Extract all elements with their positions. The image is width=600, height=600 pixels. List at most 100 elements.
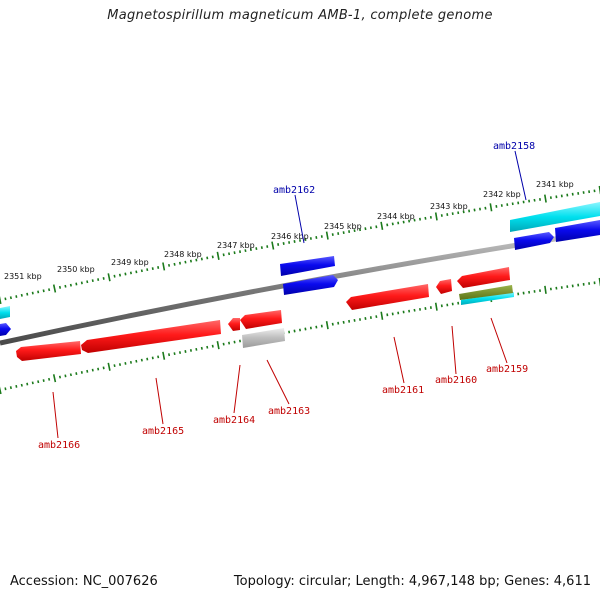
forward-minor-tick xyxy=(4,297,7,301)
forward-minor-tick xyxy=(80,281,83,285)
forward-major-tick xyxy=(489,203,493,212)
reverse-minor-tick xyxy=(304,327,307,331)
gene-amb2161[interactable] xyxy=(346,284,429,310)
forward-minor-tick xyxy=(140,269,143,273)
reverse-major-tick xyxy=(380,311,384,320)
label-leaders xyxy=(52,150,527,439)
label-amb2166[interactable]: amb2166 xyxy=(38,440,80,451)
forward-minor-tick xyxy=(97,278,100,281)
forward-minor-tick xyxy=(129,271,132,275)
reverse-minor-tick xyxy=(129,360,132,364)
forward-minor-tick xyxy=(200,257,203,261)
forward-minor-tick xyxy=(113,274,116,278)
reverse-major-tick xyxy=(216,341,220,350)
gene-amb2158-blue-b[interactable] xyxy=(555,220,600,242)
forward-minor-tick xyxy=(413,218,416,222)
reverse-minor-tick xyxy=(48,377,51,381)
gene-amb2159[interactable] xyxy=(457,267,510,288)
forward-minor-tick xyxy=(386,223,389,227)
gene-amb2159-other[interactable] xyxy=(459,285,513,300)
leader-amb2163 xyxy=(266,359,290,405)
reverse-minor-tick xyxy=(4,387,7,391)
label-amb2163[interactable]: amb2163 xyxy=(268,406,310,417)
reverse-major-tick xyxy=(107,362,111,371)
forward-minor-tick xyxy=(206,256,209,260)
gene-left-blue[interactable] xyxy=(0,323,11,336)
label-amb2159[interactable]: amb2159 xyxy=(486,364,528,375)
reverse-minor-tick xyxy=(80,371,83,374)
forward-minor-tick xyxy=(331,233,334,236)
forward-minor-tick xyxy=(75,282,78,286)
gene-amb2163-pseudo[interactable] xyxy=(242,328,285,348)
forward-minor-tick xyxy=(48,288,51,292)
forward-minor-tick xyxy=(102,277,105,280)
forward-major-tick xyxy=(162,262,166,271)
label-amb2160[interactable]: amb2160 xyxy=(435,375,477,386)
reverse-minor-tick xyxy=(86,369,89,373)
gene-amb2164[interactable] xyxy=(228,318,240,331)
gene-amb2159-rna[interactable] xyxy=(461,292,514,305)
reverse-minor-tick xyxy=(113,364,116,368)
label-amb2162[interactable]: amb2162 xyxy=(273,185,315,196)
label-amb2164[interactable]: amb2164 xyxy=(213,415,255,426)
reverse-minor-tick xyxy=(20,383,23,387)
forward-minor-tick xyxy=(402,220,405,224)
reverse-minor-tick xyxy=(195,347,198,351)
forward-minor-tick xyxy=(58,285,62,289)
gene-labels: amb2158 amb2162 amb2159 amb2160 amb2161 … xyxy=(38,141,535,451)
forward-minor-tick xyxy=(266,245,269,248)
reverse-minor-tick xyxy=(206,345,209,349)
reverse-minor-tick xyxy=(97,367,100,371)
forward-minor-tick xyxy=(228,252,231,256)
forward-minor-tick xyxy=(260,246,263,250)
forward-minor-tick xyxy=(462,210,465,214)
gene-amb2162-lower[interactable] xyxy=(283,275,338,295)
gene-amb2162-upper[interactable] xyxy=(280,256,335,276)
forward-minor-tick xyxy=(222,253,225,257)
label-amb2165[interactable]: amb2165 xyxy=(142,426,184,437)
reverse-minor-tick xyxy=(118,363,122,366)
forward-tick-track xyxy=(0,185,600,305)
gene-amb2166[interactable] xyxy=(16,341,81,361)
reverse-major-tick xyxy=(434,302,438,311)
reverse-minor-tick xyxy=(222,342,225,346)
reverse-minor-tick xyxy=(42,379,45,382)
gene-amb2158-blue-a[interactable] xyxy=(514,232,554,250)
kbp-label-2345: 2345 kbp xyxy=(324,222,362,231)
gene-amb2163[interactable] xyxy=(240,310,282,329)
forward-minor-tick xyxy=(91,279,94,283)
forward-minor-tick xyxy=(342,231,345,235)
forward-minor-tick xyxy=(15,295,18,298)
forward-minor-tick xyxy=(184,260,187,264)
forward-minor-tick xyxy=(146,268,149,272)
reverse-minor-tick xyxy=(69,373,72,377)
label-amb2158[interactable]: amb2158 xyxy=(493,141,535,152)
forward-minor-tick xyxy=(304,238,307,241)
gene-amb2165[interactable] xyxy=(81,320,221,353)
forward-minor-tick xyxy=(118,273,122,277)
forward-minor-tick xyxy=(282,242,285,245)
label-amb2161[interactable]: amb2161 xyxy=(382,385,424,396)
gene-amb2158-rna[interactable] xyxy=(510,202,600,232)
reverse-minor-tick xyxy=(184,350,187,353)
kbp-scale-labels: 2341 kbp 2342 kbp 2343 kbp 2344 kbp 2345… xyxy=(4,180,574,281)
reverse-minor-tick xyxy=(331,322,334,326)
reverse-minor-tick xyxy=(26,382,29,386)
kbp-label-2346: 2346 kbp xyxy=(271,232,309,241)
reverse-minor-tick xyxy=(211,344,214,348)
reverse-minor-tick xyxy=(342,320,345,324)
kbp-label-2341: 2341 kbp xyxy=(536,180,574,189)
leader-amb2160 xyxy=(451,325,457,375)
gene-left-rna[interactable] xyxy=(0,306,10,319)
reverse-minor-tick xyxy=(424,307,427,310)
reverse-minor-tick xyxy=(102,366,105,370)
gene-amb2160[interactable] xyxy=(436,279,452,294)
rna-genes xyxy=(0,202,600,319)
forward-minor-tick xyxy=(533,198,536,202)
forward-major-tick xyxy=(380,221,384,230)
kbp-label-2342: 2342 kbp xyxy=(483,190,521,199)
reverse-minor-tick xyxy=(135,359,138,363)
reverse-minor-tick xyxy=(146,357,149,361)
reverse-minor-tick xyxy=(9,386,12,390)
kbp-label-2350: 2350 kbp xyxy=(57,265,95,274)
